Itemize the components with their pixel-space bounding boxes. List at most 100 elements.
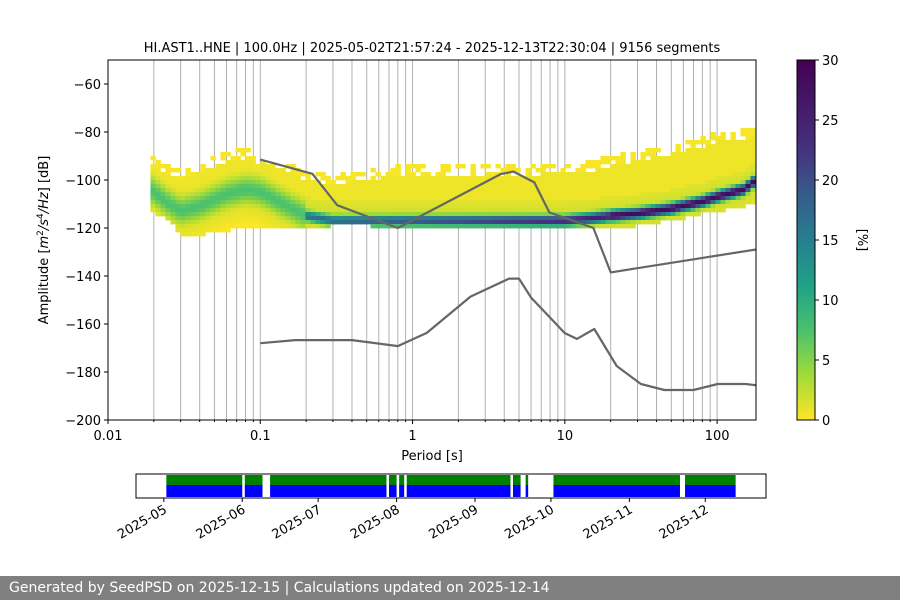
psd-cell	[510, 176, 516, 181]
psd-cell	[495, 212, 501, 217]
psd-cell	[155, 208, 161, 213]
psd-cell	[435, 184, 441, 189]
psd-cell	[365, 196, 371, 201]
psd-cell	[445, 224, 451, 229]
psd-cell	[180, 224, 186, 229]
psd-cell	[185, 176, 191, 181]
psd-cell	[270, 184, 276, 189]
psd-cell	[470, 184, 476, 189]
psd-cell	[260, 184, 266, 189]
psd-cell	[345, 204, 351, 209]
psd-cell	[750, 200, 756, 205]
psd-cell	[550, 172, 556, 177]
psd-cell	[690, 188, 696, 193]
psd-cell	[545, 164, 551, 169]
psd-cell	[650, 196, 656, 201]
psd-cell	[350, 212, 356, 217]
psd-cell	[670, 176, 676, 181]
psd-cell	[170, 188, 176, 193]
psd-cell	[675, 184, 681, 189]
psd-cell	[605, 220, 611, 225]
psd-cell	[260, 164, 266, 169]
psd-cell	[555, 204, 561, 209]
psd-cell	[460, 208, 466, 213]
psd-cell	[720, 208, 726, 213]
psd-cell	[600, 192, 606, 197]
psd-cell	[220, 168, 226, 173]
psd-cell	[210, 228, 216, 233]
psd-cell	[280, 184, 286, 189]
psd-cell	[570, 220, 576, 225]
psd-cell	[735, 180, 741, 185]
psd-cell	[200, 184, 206, 189]
psd-cell	[405, 176, 411, 181]
psd-cell	[480, 212, 486, 217]
psd-cell	[275, 192, 281, 197]
psd-cell	[235, 156, 241, 161]
psd-cell	[630, 164, 636, 169]
psd-cell	[680, 168, 686, 173]
psd-cell	[315, 192, 321, 197]
psd-cell	[430, 220, 436, 225]
psd-cell	[360, 188, 366, 193]
psd-cell	[640, 156, 646, 161]
psd-cell	[300, 184, 306, 189]
psd-cell	[680, 204, 686, 209]
psd-cell	[440, 196, 446, 201]
psd-cell	[330, 220, 336, 225]
psd-cell	[750, 184, 756, 189]
psd-cell	[715, 140, 721, 145]
psd-cell	[600, 172, 606, 177]
psd-cell	[505, 168, 511, 173]
psd-cell	[680, 208, 686, 213]
psd-cell	[220, 188, 226, 193]
psd-cell	[590, 164, 596, 169]
psd-cell	[305, 224, 311, 229]
psd-cell	[655, 188, 661, 193]
psd-cell	[400, 188, 406, 193]
psd-cell	[330, 192, 336, 197]
psd-cell	[245, 192, 251, 197]
psd-cell	[510, 208, 516, 213]
psd-cell	[585, 172, 591, 177]
psd-cell	[465, 208, 471, 213]
psd-cell	[365, 200, 371, 205]
psd-cell	[440, 200, 446, 205]
psd-cell	[505, 200, 511, 205]
psd-cell	[595, 160, 601, 165]
psd-cell	[650, 200, 656, 205]
psd-cell	[430, 176, 436, 181]
psd-cell	[375, 208, 381, 213]
psd-cell	[165, 164, 171, 169]
psd-cell	[210, 204, 216, 209]
psd-cell	[215, 212, 221, 217]
psd-cell	[415, 204, 421, 209]
psd-cell	[675, 172, 681, 177]
psd-cell	[435, 216, 441, 221]
psd-cell	[625, 200, 631, 205]
psd-cell	[690, 148, 696, 153]
psd-cell	[675, 168, 681, 173]
psd-cell	[245, 188, 251, 193]
psd-cell	[275, 220, 281, 225]
psd-cell	[195, 192, 201, 197]
psd-cell	[665, 216, 671, 221]
psd-cell	[260, 196, 266, 201]
noise-model-line-nlnm	[260, 277, 756, 392]
psd-cell	[450, 208, 456, 213]
psd-cell	[570, 204, 576, 209]
psd-cell	[660, 176, 666, 181]
psd-cell	[530, 208, 536, 213]
psd-cell	[460, 164, 466, 169]
psd-cell	[350, 188, 356, 193]
psd-cell	[460, 212, 466, 217]
x-tick-label: 1	[408, 429, 416, 444]
psd-cell	[585, 188, 591, 193]
psd-cell	[280, 212, 286, 217]
psd-cell	[580, 204, 586, 209]
psd-cell	[610, 156, 616, 161]
psd-cell	[370, 176, 376, 181]
psd-cell	[210, 184, 216, 189]
psd-cell	[435, 180, 441, 185]
psd-cell	[620, 156, 626, 161]
